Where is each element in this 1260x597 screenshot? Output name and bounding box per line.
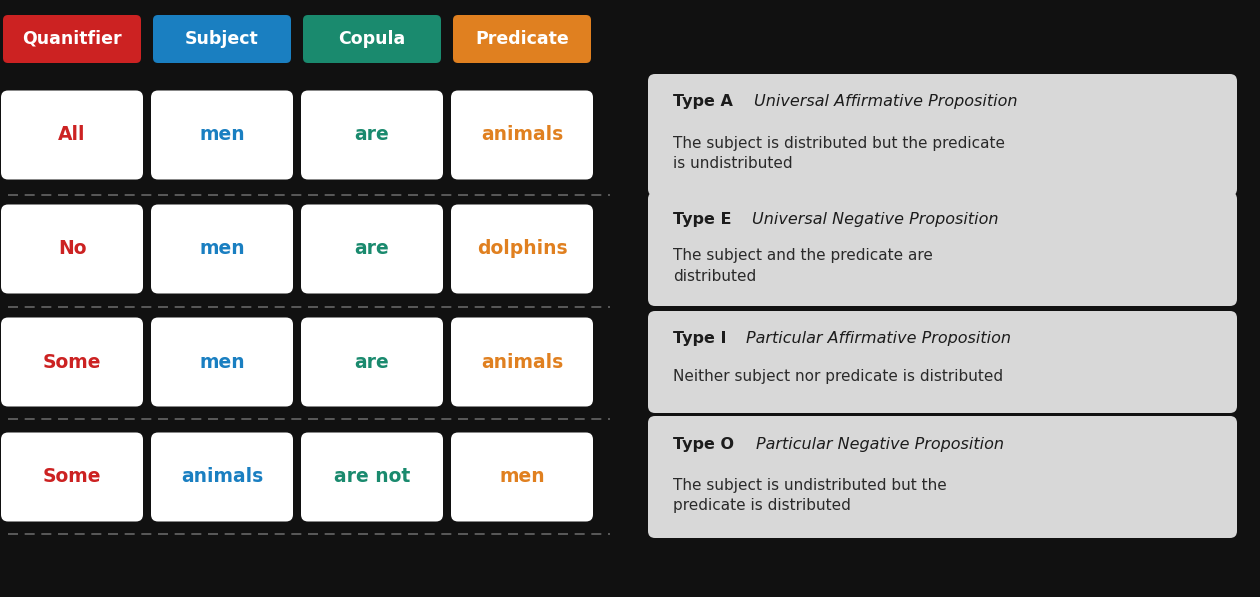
Text: Particular Negative Proposition: Particular Negative Proposition: [756, 436, 1004, 451]
FancyBboxPatch shape: [151, 318, 294, 407]
Text: Type E: Type E: [673, 213, 732, 227]
Text: men: men: [199, 125, 244, 144]
Text: Type I: Type I: [673, 331, 727, 346]
FancyBboxPatch shape: [451, 91, 593, 180]
FancyBboxPatch shape: [454, 15, 591, 63]
Text: are: are: [354, 125, 389, 144]
FancyBboxPatch shape: [648, 192, 1237, 306]
Text: Some: Some: [43, 467, 101, 487]
Text: Neither subject nor predicate is distributed: Neither subject nor predicate is distrib…: [673, 370, 1003, 384]
Text: animals: animals: [481, 352, 563, 371]
Text: men: men: [199, 352, 244, 371]
FancyBboxPatch shape: [1, 318, 142, 407]
Text: Universal Affirmative Proposition: Universal Affirmative Proposition: [755, 94, 1018, 109]
Text: Quanitfier: Quanitfier: [23, 30, 122, 48]
Text: Predicate: Predicate: [475, 30, 568, 48]
Text: are not: are not: [334, 467, 410, 487]
FancyBboxPatch shape: [152, 15, 291, 63]
Text: Copula: Copula: [339, 30, 406, 48]
Text: Particular Affirmative Proposition: Particular Affirmative Proposition: [746, 331, 1011, 346]
FancyBboxPatch shape: [301, 318, 444, 407]
Text: animals: animals: [181, 467, 263, 487]
FancyBboxPatch shape: [151, 91, 294, 180]
Text: The subject is undistributed but the
predicate is distributed: The subject is undistributed but the pre…: [673, 478, 946, 513]
Text: Type A: Type A: [673, 94, 733, 109]
FancyBboxPatch shape: [451, 432, 593, 522]
FancyBboxPatch shape: [451, 318, 593, 407]
Text: animals: animals: [481, 125, 563, 144]
FancyBboxPatch shape: [648, 74, 1237, 196]
FancyBboxPatch shape: [451, 205, 593, 294]
FancyBboxPatch shape: [648, 416, 1237, 538]
Text: No: No: [58, 239, 86, 259]
Text: Some: Some: [43, 352, 101, 371]
Text: Subject: Subject: [185, 30, 258, 48]
Text: The subject and the predicate are
distributed: The subject and the predicate are distri…: [673, 248, 932, 284]
Text: The subject is distributed but the predicate
is undistributed: The subject is distributed but the predi…: [673, 136, 1005, 171]
Text: are: are: [354, 352, 389, 371]
Text: Universal Negative Proposition: Universal Negative Proposition: [752, 213, 999, 227]
Text: men: men: [499, 467, 544, 487]
Text: are: are: [354, 239, 389, 259]
FancyBboxPatch shape: [301, 432, 444, 522]
FancyBboxPatch shape: [301, 205, 444, 294]
Text: dolphins: dolphins: [476, 239, 567, 259]
FancyBboxPatch shape: [151, 432, 294, 522]
Text: Type O: Type O: [673, 436, 735, 451]
FancyBboxPatch shape: [151, 205, 294, 294]
FancyBboxPatch shape: [1, 205, 142, 294]
FancyBboxPatch shape: [648, 311, 1237, 413]
Text: All: All: [58, 125, 86, 144]
Text: men: men: [199, 239, 244, 259]
FancyBboxPatch shape: [1, 91, 142, 180]
FancyBboxPatch shape: [302, 15, 441, 63]
FancyBboxPatch shape: [1, 432, 142, 522]
FancyBboxPatch shape: [3, 15, 141, 63]
FancyBboxPatch shape: [301, 91, 444, 180]
